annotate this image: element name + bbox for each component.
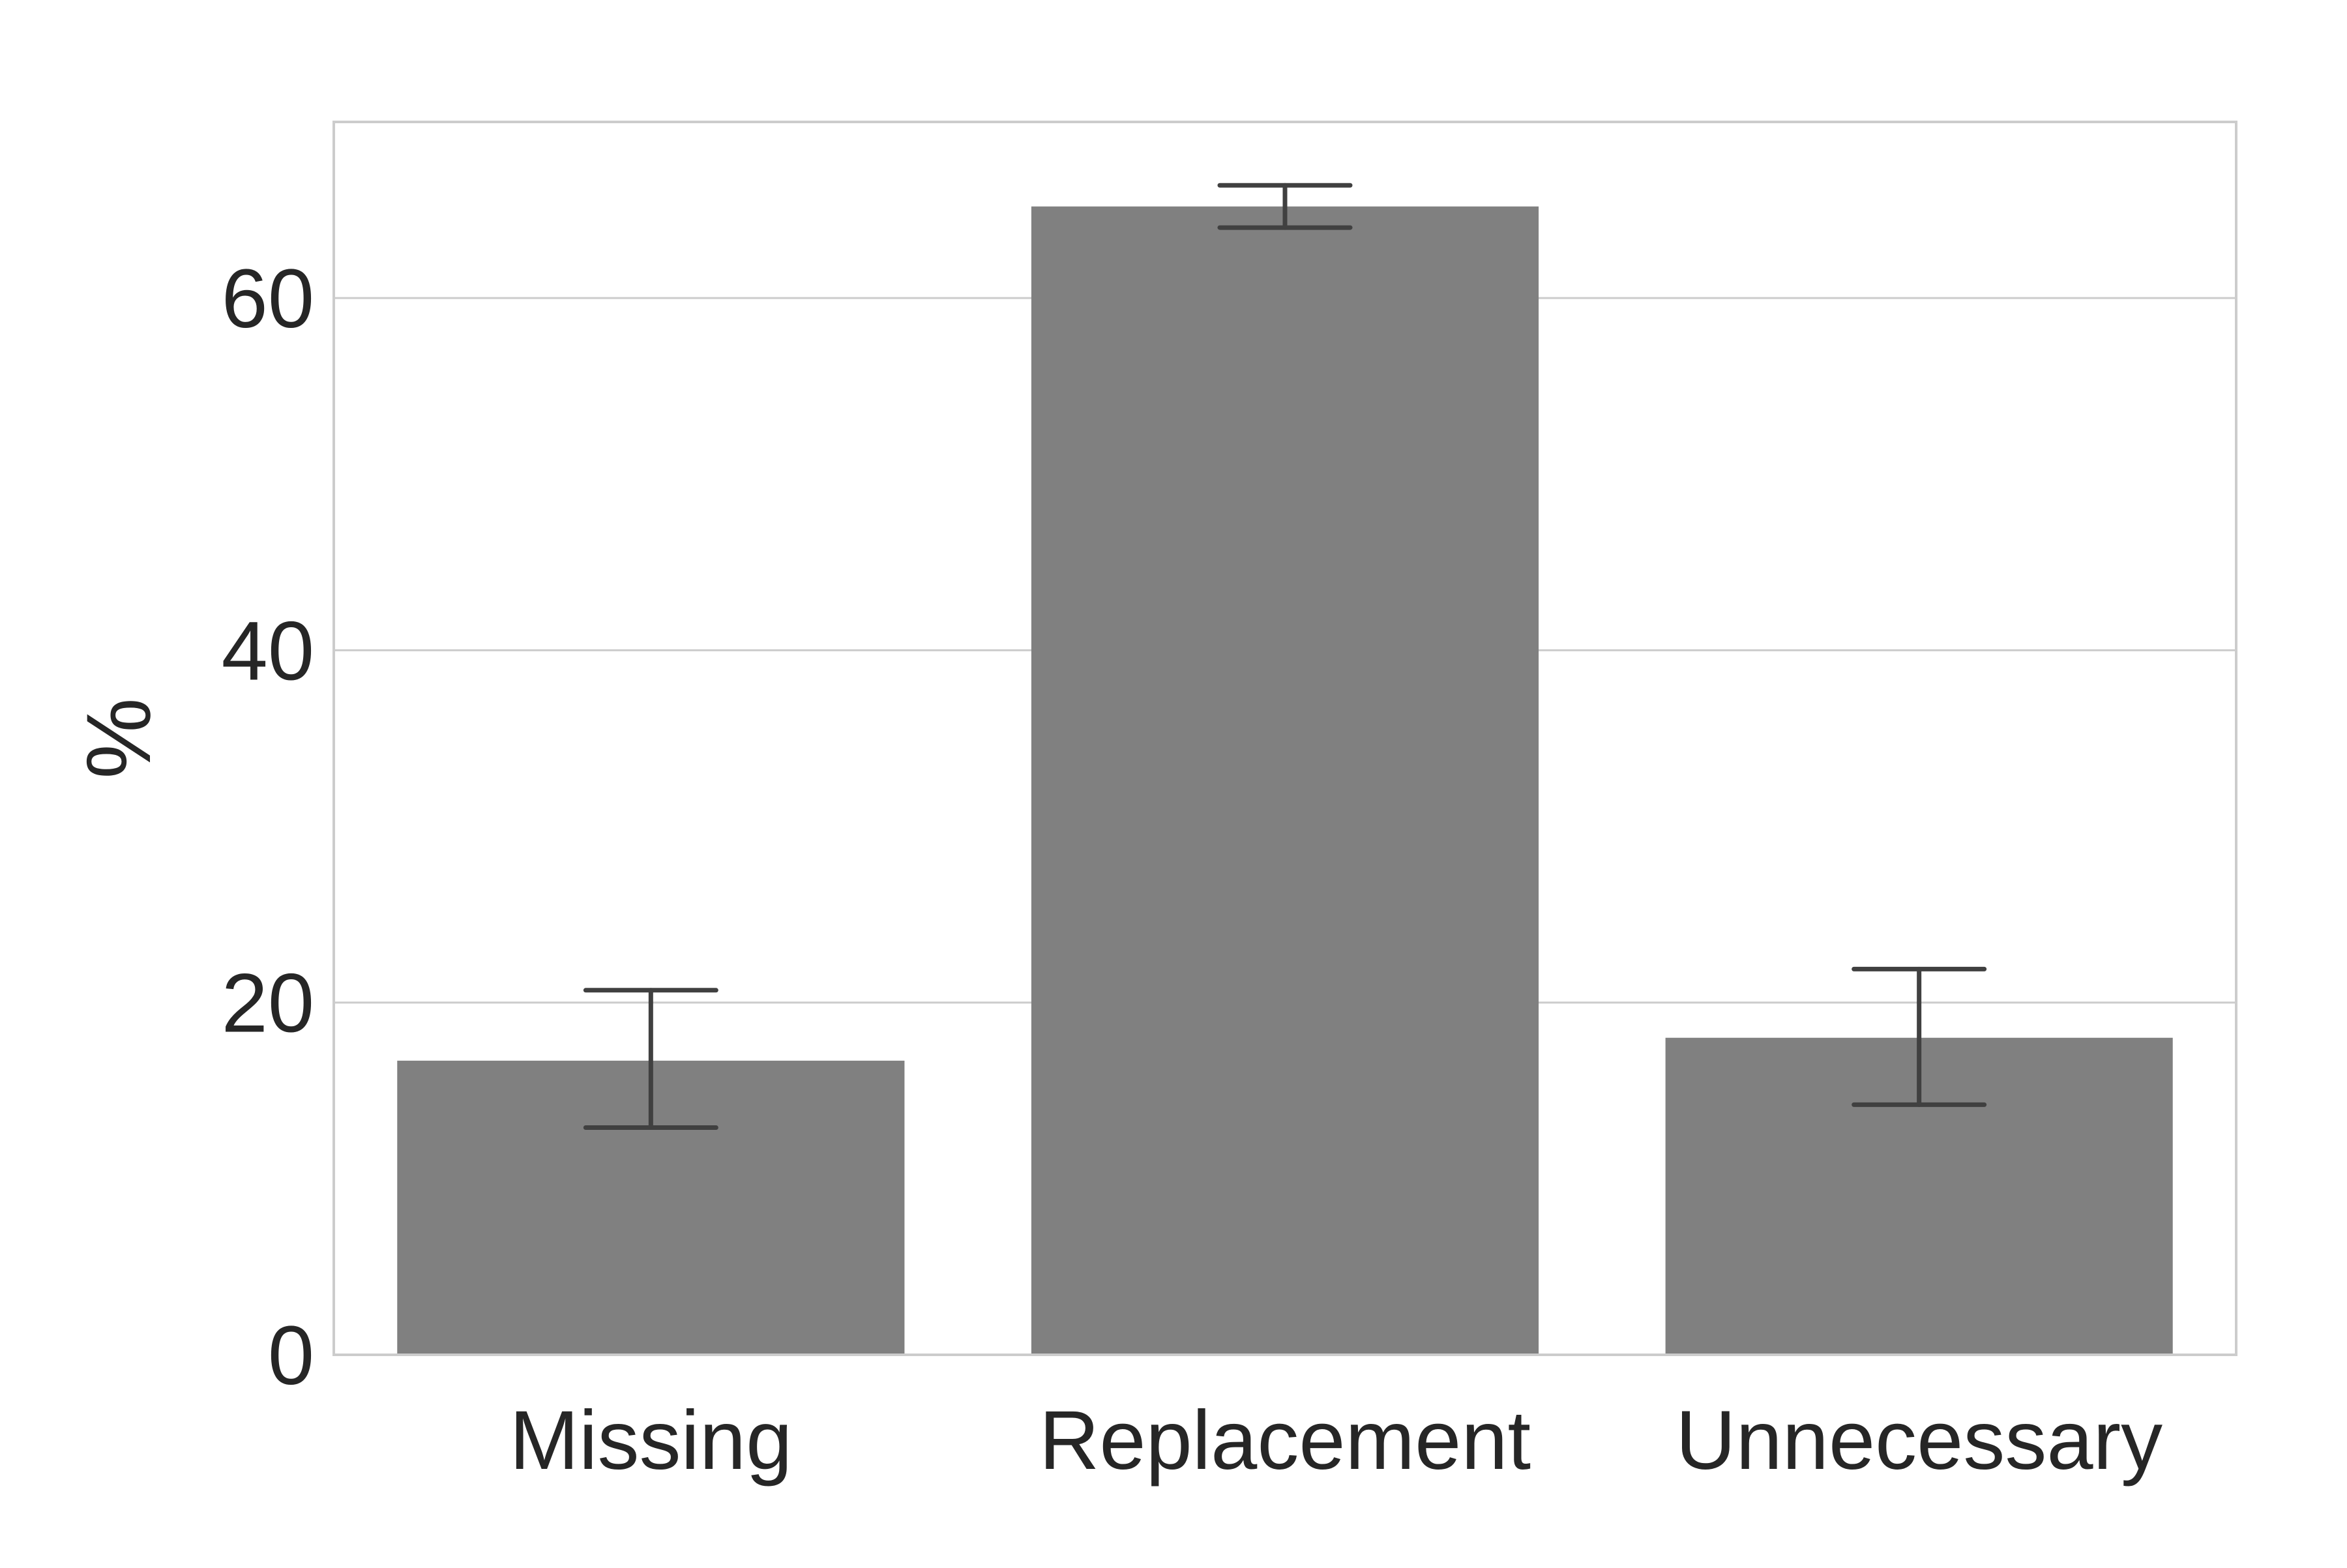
y-tick-label: 0 xyxy=(268,1309,314,1402)
x-tick-label: Replacement xyxy=(1039,1394,1531,1487)
x-tick-label: Unnecessary xyxy=(1675,1394,2162,1487)
x-tick-label: Missing xyxy=(509,1394,792,1487)
error-bar-unnecessary xyxy=(1852,966,1987,1107)
error-bar-replacement xyxy=(1217,183,1353,230)
y-axis-label: % xyxy=(67,698,170,778)
y-tick-label: 60 xyxy=(222,252,314,346)
y-tick-labels: 0 20 40 60 xyxy=(222,252,314,1402)
y-tick-label: 20 xyxy=(222,957,314,1050)
error-bar-missing xyxy=(583,988,718,1131)
x-tick-labels: Missing Replacement Unnecessary xyxy=(509,1394,2162,1487)
y-tick-label: 40 xyxy=(222,604,314,698)
error-bars xyxy=(583,183,1987,1131)
bar-replacement xyxy=(1031,206,1539,1355)
plot-frame xyxy=(332,121,2237,1356)
bars xyxy=(397,206,2173,1355)
